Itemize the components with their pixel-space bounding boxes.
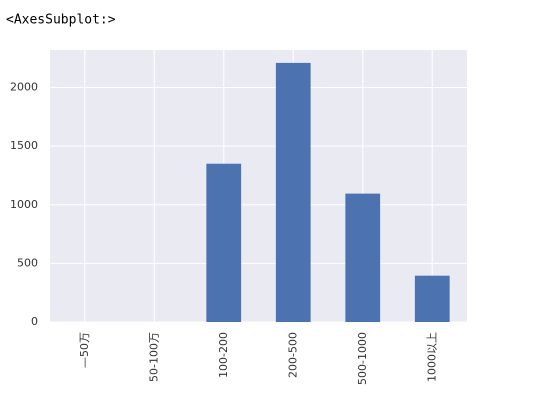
bar	[414, 275, 450, 322]
y-tick-label: 1000	[10, 198, 38, 211]
output-text: <AxesSubplot:>	[6, 13, 116, 28]
x-tick-label: 100-200	[217, 332, 230, 378]
bar	[206, 163, 242, 322]
y-tick-label: 500	[17, 256, 38, 269]
y-tick-label: 1500	[10, 139, 38, 152]
plot-area	[50, 50, 467, 322]
bar	[345, 193, 381, 322]
bar	[275, 62, 311, 323]
x-tick-label: 500-1000	[356, 332, 369, 385]
x-tick-label: 200-500	[286, 332, 299, 378]
y-tick-label: 0	[31, 315, 38, 328]
x-tick-label: 1000以上	[425, 332, 438, 382]
y-tick-label: 2000	[10, 81, 38, 94]
x-tick-label: —50万	[78, 332, 91, 368]
x-tick-label: 50-100万	[147, 332, 160, 382]
